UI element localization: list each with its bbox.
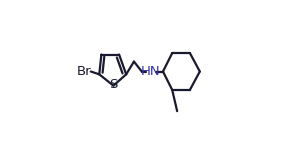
Text: Br: Br: [77, 65, 91, 78]
Text: HN: HN: [141, 65, 161, 78]
Text: S: S: [109, 78, 118, 91]
